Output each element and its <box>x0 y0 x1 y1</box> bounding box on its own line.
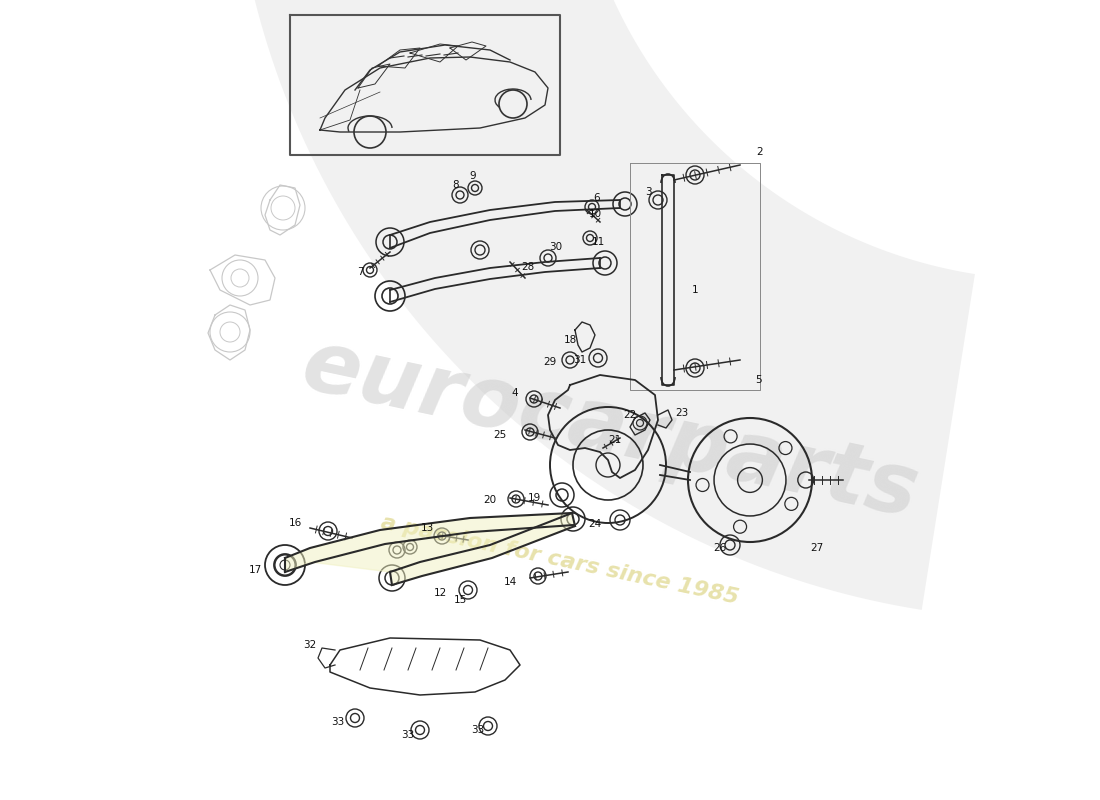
Text: 27: 27 <box>811 543 824 553</box>
Text: 22: 22 <box>624 410 637 420</box>
Text: 5: 5 <box>755 375 761 385</box>
Text: 1: 1 <box>692 285 698 295</box>
Text: 24: 24 <box>588 519 602 529</box>
Text: 33: 33 <box>331 717 344 727</box>
Text: 29: 29 <box>543 357 557 367</box>
Text: 21: 21 <box>608 435 622 445</box>
Text: 26: 26 <box>714 543 727 553</box>
Text: 12: 12 <box>433 588 447 598</box>
Text: 19: 19 <box>527 493 540 503</box>
Text: 11: 11 <box>592 237 605 247</box>
Text: 33: 33 <box>472 725 485 735</box>
Text: 8: 8 <box>453 180 460 190</box>
Text: 14: 14 <box>504 577 517 587</box>
Text: 23: 23 <box>675 408 689 418</box>
Text: 9: 9 <box>470 171 476 181</box>
Text: 10: 10 <box>588 209 602 219</box>
Text: 20: 20 <box>483 495 496 505</box>
Polygon shape <box>285 513 575 585</box>
Text: 25: 25 <box>494 430 507 440</box>
Text: 13: 13 <box>420 523 433 533</box>
Text: 16: 16 <box>288 518 301 528</box>
Text: 28: 28 <box>521 262 535 272</box>
Text: 17: 17 <box>249 565 262 575</box>
Polygon shape <box>230 0 975 610</box>
Text: 30: 30 <box>549 242 562 252</box>
Text: 2: 2 <box>757 147 763 157</box>
Text: 31: 31 <box>573 355 586 365</box>
Text: a passion for cars since 1985: a passion for cars since 1985 <box>379 512 740 608</box>
Text: 6: 6 <box>594 193 601 203</box>
Text: 33: 33 <box>402 730 415 740</box>
Text: 7: 7 <box>356 267 363 277</box>
Text: 3: 3 <box>645 187 651 197</box>
Text: 15: 15 <box>453 595 466 605</box>
Text: 4: 4 <box>512 388 518 398</box>
Text: eurocarparts: eurocarparts <box>295 324 925 536</box>
Text: 18: 18 <box>563 335 576 345</box>
Text: 32: 32 <box>304 640 317 650</box>
